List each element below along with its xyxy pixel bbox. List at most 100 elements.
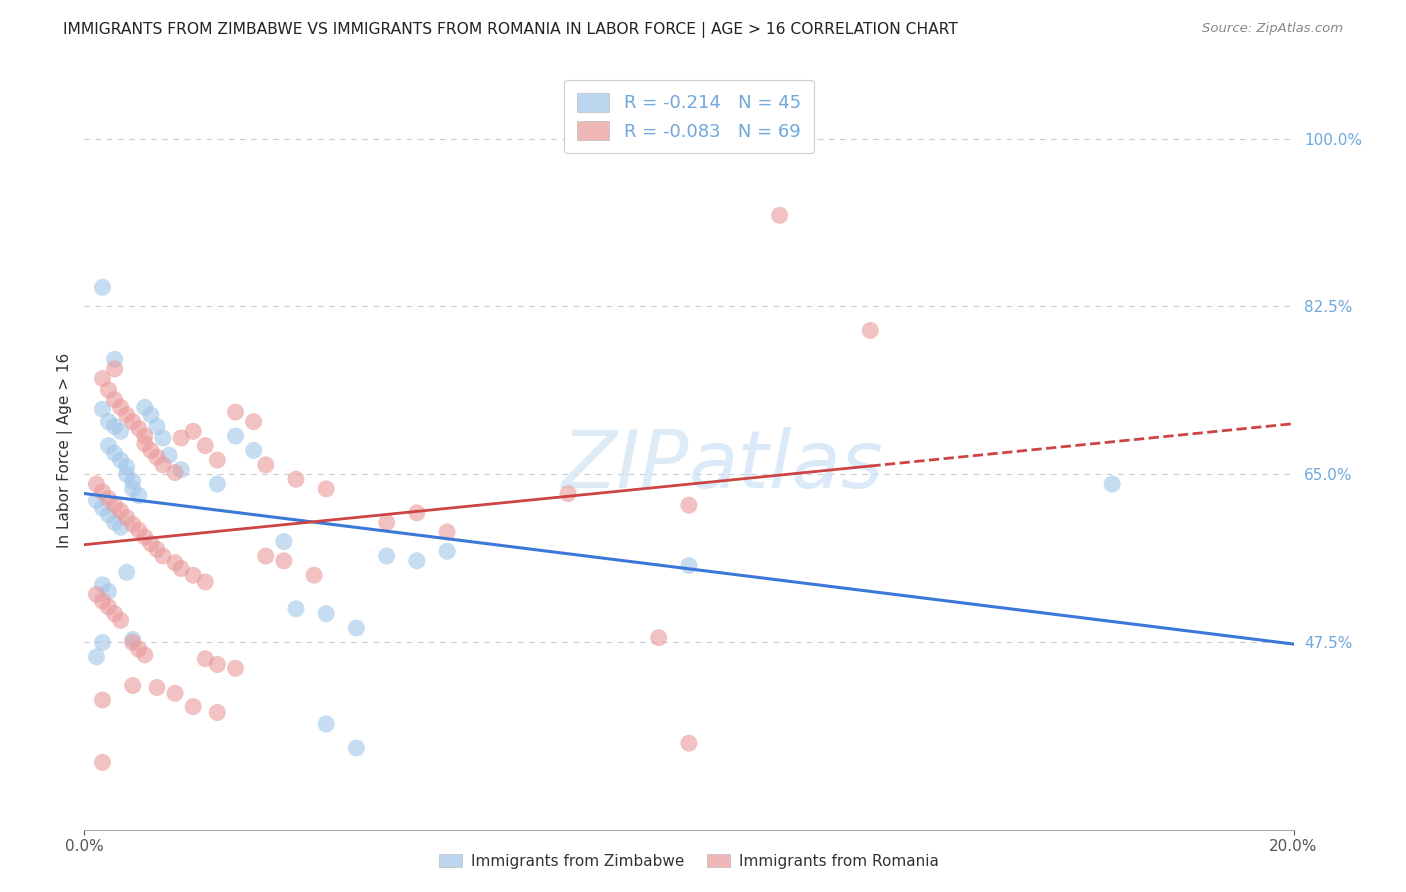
- Point: [134, 429, 156, 443]
- Point: [91, 756, 114, 770]
- Point: [181, 424, 204, 438]
- Point: [346, 741, 368, 756]
- Point: [406, 506, 429, 520]
- Point: [110, 613, 132, 627]
- Text: Source: ZipAtlas.com: Source: ZipAtlas.com: [1202, 22, 1343, 36]
- Point: [115, 467, 138, 482]
- Text: ZIP: ZIP: [561, 426, 689, 505]
- Point: [91, 693, 114, 707]
- Point: [128, 642, 150, 657]
- Point: [97, 415, 120, 429]
- Point: [139, 443, 162, 458]
- Point: [104, 362, 127, 376]
- Point: [86, 587, 108, 601]
- Point: [207, 477, 229, 491]
- Point: [678, 498, 700, 512]
- Point: [134, 648, 156, 662]
- Point: [121, 517, 143, 532]
- Point: [146, 681, 169, 695]
- Point: [285, 472, 308, 486]
- Point: [1101, 477, 1123, 491]
- Point: [110, 520, 132, 534]
- Point: [207, 657, 229, 672]
- Point: [557, 486, 579, 500]
- Point: [121, 635, 143, 649]
- Point: [110, 401, 132, 415]
- Point: [181, 699, 204, 714]
- Point: [170, 463, 193, 477]
- Point: [139, 408, 162, 422]
- Point: [194, 439, 217, 453]
- Point: [242, 443, 264, 458]
- Point: [115, 408, 138, 422]
- Point: [436, 544, 458, 558]
- Point: [152, 549, 174, 563]
- Point: [134, 530, 156, 544]
- Point: [146, 542, 169, 557]
- Point: [97, 584, 120, 599]
- Point: [157, 448, 180, 462]
- Point: [128, 523, 150, 537]
- Text: atlas: atlas: [689, 426, 884, 505]
- Point: [254, 458, 277, 472]
- Point: [121, 679, 143, 693]
- Point: [104, 607, 127, 621]
- Point: [285, 602, 308, 616]
- Point: [678, 736, 700, 750]
- Point: [115, 510, 138, 524]
- Point: [207, 706, 229, 720]
- Point: [121, 482, 143, 496]
- Point: [273, 554, 295, 568]
- Point: [97, 491, 120, 506]
- Point: [104, 516, 127, 530]
- Point: [97, 508, 120, 522]
- Point: [315, 482, 337, 496]
- Point: [346, 621, 368, 635]
- Point: [115, 459, 138, 474]
- Point: [104, 392, 127, 407]
- Point: [91, 484, 114, 499]
- Point: [91, 501, 114, 516]
- Point: [207, 453, 229, 467]
- Point: [97, 599, 120, 614]
- Point: [315, 607, 337, 621]
- Point: [170, 431, 193, 445]
- Point: [181, 568, 204, 582]
- Point: [86, 493, 108, 508]
- Point: [121, 415, 143, 429]
- Point: [91, 402, 114, 417]
- Point: [110, 504, 132, 518]
- Point: [225, 661, 247, 675]
- Point: [194, 651, 217, 665]
- Point: [139, 536, 162, 550]
- Point: [146, 450, 169, 465]
- Point: [165, 556, 187, 570]
- Point: [104, 446, 127, 460]
- Point: [375, 516, 398, 530]
- Point: [165, 466, 187, 480]
- Point: [152, 458, 174, 472]
- Point: [121, 474, 143, 488]
- Y-axis label: In Labor Force | Age > 16: In Labor Force | Age > 16: [58, 353, 73, 548]
- Point: [104, 352, 127, 367]
- Point: [110, 424, 132, 438]
- Point: [375, 549, 398, 563]
- Point: [242, 415, 264, 429]
- Point: [254, 549, 277, 563]
- Point: [91, 594, 114, 608]
- Point: [115, 566, 138, 580]
- Point: [146, 419, 169, 434]
- Point: [302, 568, 325, 582]
- Point: [769, 208, 792, 222]
- Text: IMMIGRANTS FROM ZIMBABWE VS IMMIGRANTS FROM ROMANIA IN LABOR FORCE | AGE > 16 CO: IMMIGRANTS FROM ZIMBABWE VS IMMIGRANTS F…: [63, 22, 957, 38]
- Point: [128, 489, 150, 503]
- Point: [225, 405, 247, 419]
- Point: [194, 574, 217, 589]
- Point: [91, 280, 114, 294]
- Point: [104, 498, 127, 512]
- Point: [134, 401, 156, 415]
- Point: [273, 534, 295, 549]
- Point: [406, 554, 429, 568]
- Point: [436, 524, 458, 539]
- Point: [134, 436, 156, 450]
